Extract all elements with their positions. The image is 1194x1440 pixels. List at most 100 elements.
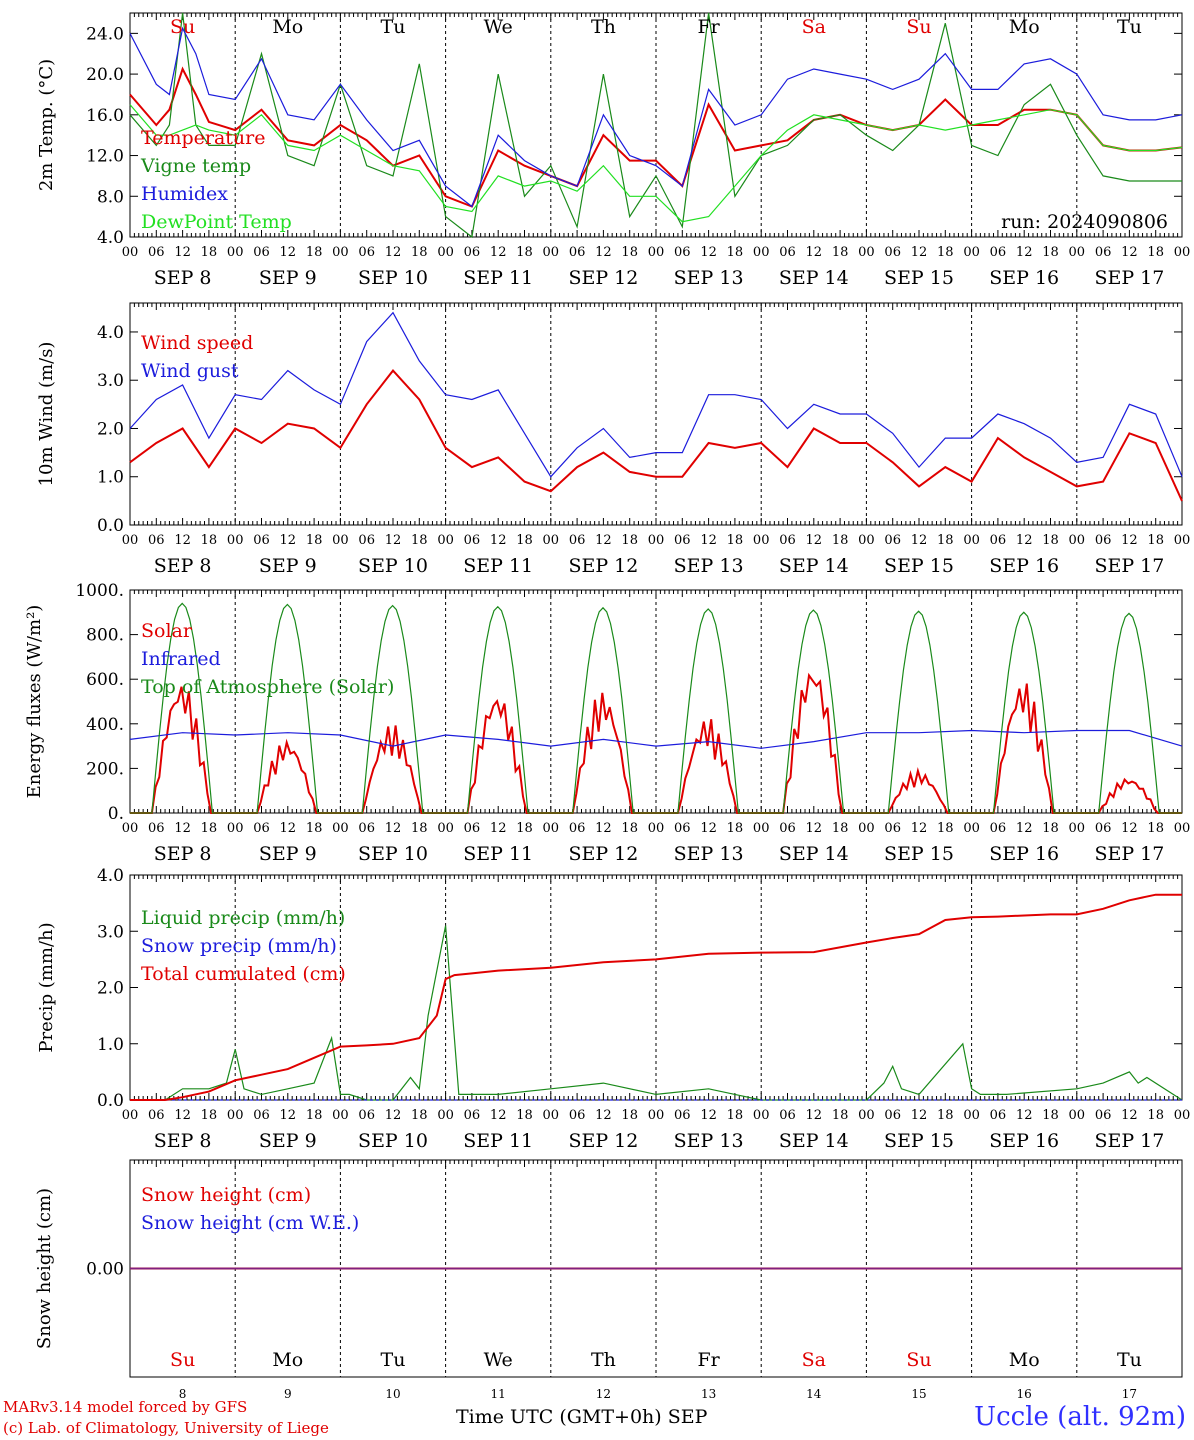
hour-tick-label: 12 [595,533,612,548]
day-date-label: SEP 9 [259,843,317,865]
hour-tick-label: 06 [990,245,1007,260]
weekday-label-top: Sa [802,16,826,38]
hour-tick-label: 00 [227,821,244,836]
day-date-label: SEP 16 [989,267,1059,289]
day-date-label: SEP 11 [463,555,533,577]
hour-tick-label: 18 [937,1108,954,1123]
day-date-label: SEP 14 [779,1130,849,1152]
day-date-label: SEP 8 [154,555,212,577]
hour-tick-label: 18 [937,821,954,836]
hour-tick-label: 00 [1069,245,1086,260]
hour-tick-label: 18 [621,1108,638,1123]
day-date-label: SEP 11 [463,843,533,865]
hour-tick-label: 18 [411,1108,428,1123]
y-tick-label: 400. [86,715,124,735]
hour-tick-label: 00 [753,533,770,548]
y-tick-label: 16.0 [86,106,124,126]
hour-tick-label: 00 [858,1108,875,1123]
hour-tick-label: 12 [911,1108,928,1123]
hour-tick-label: 06 [253,533,270,548]
series-line-humidex [129,26,1183,208]
hour-tick-label: 12 [806,245,823,260]
day-number-label: 8 [179,1387,187,1400]
hour-tick-label: 00 [753,821,770,836]
hour-tick-label: 18 [1042,245,1059,260]
hour-tick-label: 18 [621,245,638,260]
series-line-wind-speed [129,369,1183,502]
y-tick-label: 3.0 [97,922,124,942]
y-tick-label: 0.0 [97,516,124,536]
hour-tick-label: 00 [1069,1108,1086,1123]
panel-frame [129,12,1183,238]
y-tick-label: 800. [86,626,124,646]
series-line-liquid-precip-mm-h [130,925,1183,1101]
hour-tick-label: 18 [411,533,428,548]
hour-tick-label: 00 [227,245,244,260]
day-date-label: SEP 12 [568,267,638,289]
legend-label: Wind gust [141,360,239,382]
hour-tick-label: 18 [306,533,323,548]
y-axis-label: 2m Temp. (°C) [36,59,57,191]
hour-tick-label: 06 [253,1108,270,1123]
day-number-label: 14 [806,1387,822,1400]
day-date-label: SEP 13 [674,843,744,865]
legend-label: Wind speed [141,332,253,354]
day-number-label: 9 [284,1387,292,1400]
hour-tick-label: 06 [884,245,901,260]
meteogram-chart: 4.0 8.0 12.0 16.0 20.0 24.0 2m Temp. (°C) 00 06 1… [24,12,1191,1400]
hour-tick-label: 18 [201,1108,218,1123]
hour-tick-label: 12 [280,821,297,836]
hour-tick-label: 00 [858,245,875,260]
hour-tick-label: 06 [358,533,375,548]
day-date-label: SEP 14 [779,267,849,289]
hour-tick-label: 12 [174,533,191,548]
panel-temp: 4.0 8.0 12.0 16.0 20.0 24.0 2m Temp. (°C) 00 06 1… [36,12,1191,289]
series-line-top-of-atmosphere-solar [130,602,1182,814]
hour-tick-label: 06 [674,821,691,836]
day-date-label: SEP 15 [884,267,954,289]
hour-tick-label: 18 [621,533,638,548]
hour-tick-label: 06 [358,1108,375,1123]
y-tick-label: 1.0 [97,1035,124,1055]
hour-tick-label: 06 [569,1108,586,1123]
hour-tick-label: 18 [516,245,533,260]
hour-tick-label: 00 [227,1108,244,1123]
weekday-label-top: Su [906,16,931,38]
day-date-label: SEP 15 [884,843,954,865]
series-line-temperature [129,66,1183,208]
day-number-label: 11 [491,1387,506,1400]
lab-credit: (c) Lab. of Climatology, University of L… [3,1419,329,1437]
hour-tick-label: 12 [385,1108,402,1123]
y-tick-label: 2.0 [97,419,124,439]
hour-tick-label: 06 [358,245,375,260]
hour-tick-label: 12 [490,533,507,548]
hour-tick-label: 06 [884,533,901,548]
hour-tick-label: 00 [332,821,349,836]
hour-tick-label: 00 [227,533,244,548]
panel-wind: 0.0 1.0 2.0 3.0 4.0 10m Wind (m/s) 00 06 12 18 00 0… [36,302,1190,577]
month-label: SEP [667,1406,708,1428]
legend-label: Total cumulated (cm) [141,963,346,985]
hour-tick-label: 00 [437,533,454,548]
model-credit: MARv3.14 model forced by GFS [3,1398,248,1416]
day-date-label: SEP 17 [1094,555,1164,577]
hour-tick-label: 18 [306,821,323,836]
day-date-label: SEP 16 [989,1130,1059,1152]
y-tick-label: 2.0 [97,979,124,999]
hour-tick-label: 00 [1174,245,1191,260]
hour-tick-label: 06 [253,821,270,836]
hour-tick-label: 00 [437,821,454,836]
day-date-label: SEP 15 [884,1130,954,1152]
day-date-label: SEP 17 [1094,267,1164,289]
hour-tick-label: 12 [174,821,191,836]
hour-tick-label: 12 [280,1108,297,1123]
y-tick-label: 4.0 [97,866,124,886]
hour-tick-label: 00 [858,821,875,836]
hour-tick-label: 00 [332,1108,349,1123]
hour-tick-label: 00 [437,245,454,260]
hour-tick-label: 12 [490,245,507,260]
hour-tick-label: 18 [201,821,218,836]
day-date-label: SEP 14 [779,843,849,865]
hour-tick-label: 06 [569,821,586,836]
legend-label: Solar [141,620,193,642]
